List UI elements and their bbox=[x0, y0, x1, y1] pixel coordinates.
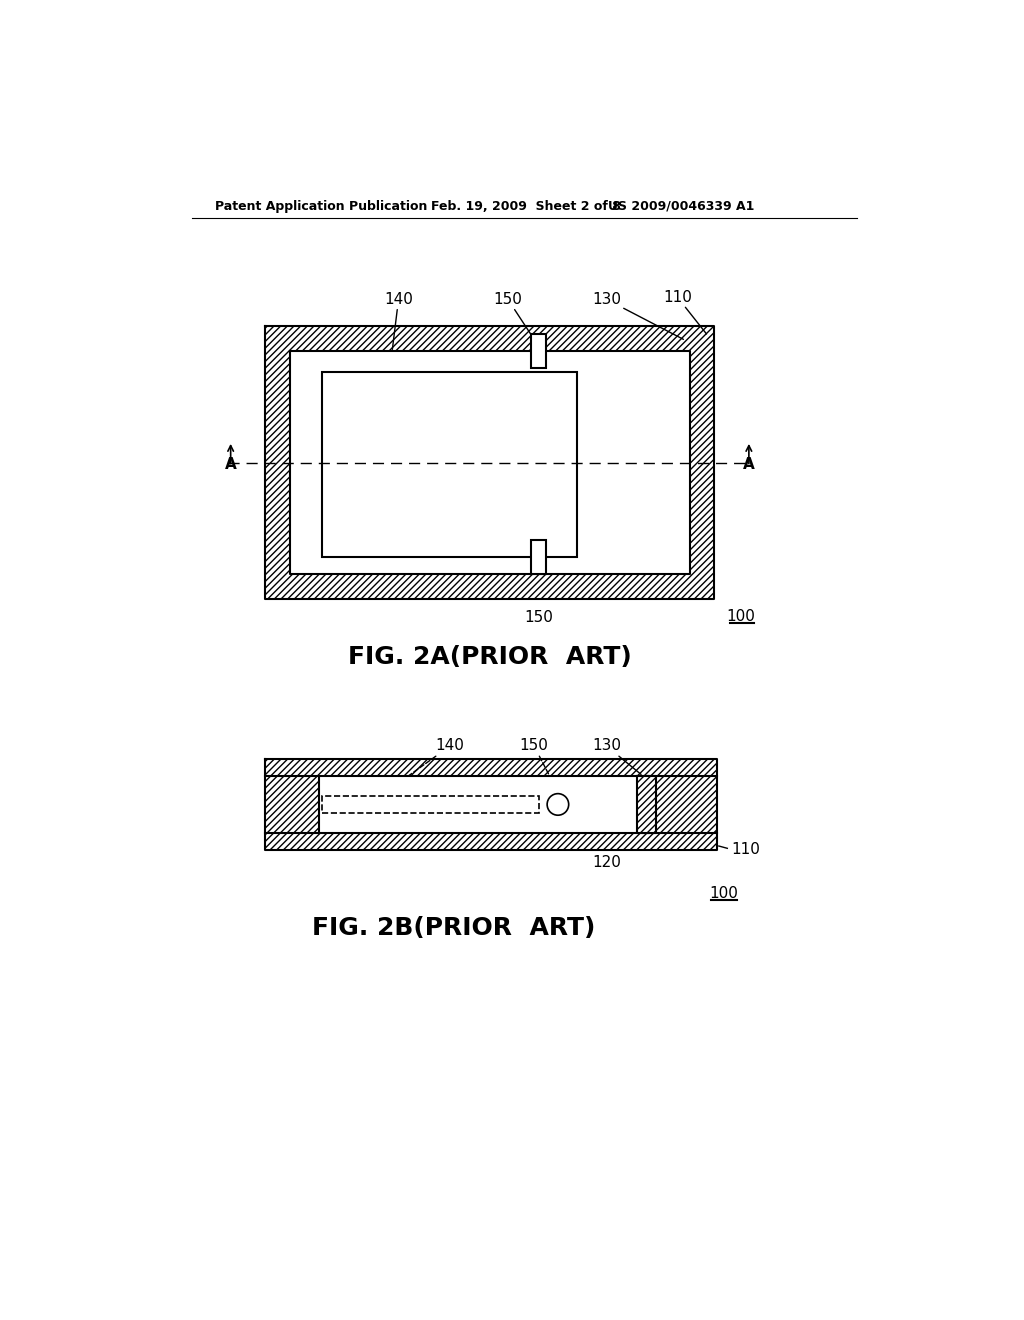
Circle shape bbox=[547, 793, 568, 816]
Text: 140: 140 bbox=[409, 738, 465, 776]
Bar bbox=[531, 540, 547, 574]
Bar bbox=[265, 574, 714, 599]
Text: 150: 150 bbox=[494, 292, 542, 351]
Text: 150: 150 bbox=[519, 738, 558, 792]
Bar bbox=[290, 351, 689, 574]
Bar bbox=[689, 351, 714, 574]
Text: Feb. 19, 2009  Sheet 2 of 8: Feb. 19, 2009 Sheet 2 of 8 bbox=[431, 199, 621, 213]
Text: 130: 130 bbox=[592, 292, 683, 339]
Bar bbox=[637, 776, 655, 833]
Bar bbox=[648, 776, 717, 833]
Text: FIG. 2A(PRIOR  ART): FIG. 2A(PRIOR ART) bbox=[347, 645, 631, 669]
Text: 120: 120 bbox=[592, 855, 621, 870]
Bar bbox=[265, 351, 290, 574]
Bar bbox=[265, 833, 717, 850]
Bar bbox=[265, 776, 319, 833]
Bar bbox=[531, 334, 547, 368]
Text: 100: 100 bbox=[727, 609, 756, 624]
Text: 140: 140 bbox=[384, 292, 413, 350]
Bar bbox=[265, 326, 714, 351]
Bar bbox=[322, 796, 539, 813]
Text: 100: 100 bbox=[709, 886, 738, 902]
Text: US 2009/0046339 A1: US 2009/0046339 A1 bbox=[608, 199, 755, 213]
Bar bbox=[319, 776, 648, 833]
Text: Patent Application Publication: Patent Application Publication bbox=[215, 199, 428, 213]
Text: FIG. 2B(PRIOR  ART): FIG. 2B(PRIOR ART) bbox=[312, 916, 596, 940]
Text: A: A bbox=[225, 457, 237, 471]
Text: 110: 110 bbox=[731, 842, 760, 858]
Bar bbox=[265, 759, 717, 776]
Text: 130: 130 bbox=[592, 738, 641, 775]
Text: A: A bbox=[743, 457, 755, 471]
Text: 110: 110 bbox=[663, 289, 707, 334]
Bar bbox=[265, 776, 717, 833]
Bar bbox=[322, 372, 578, 557]
Text: 150: 150 bbox=[524, 610, 553, 624]
